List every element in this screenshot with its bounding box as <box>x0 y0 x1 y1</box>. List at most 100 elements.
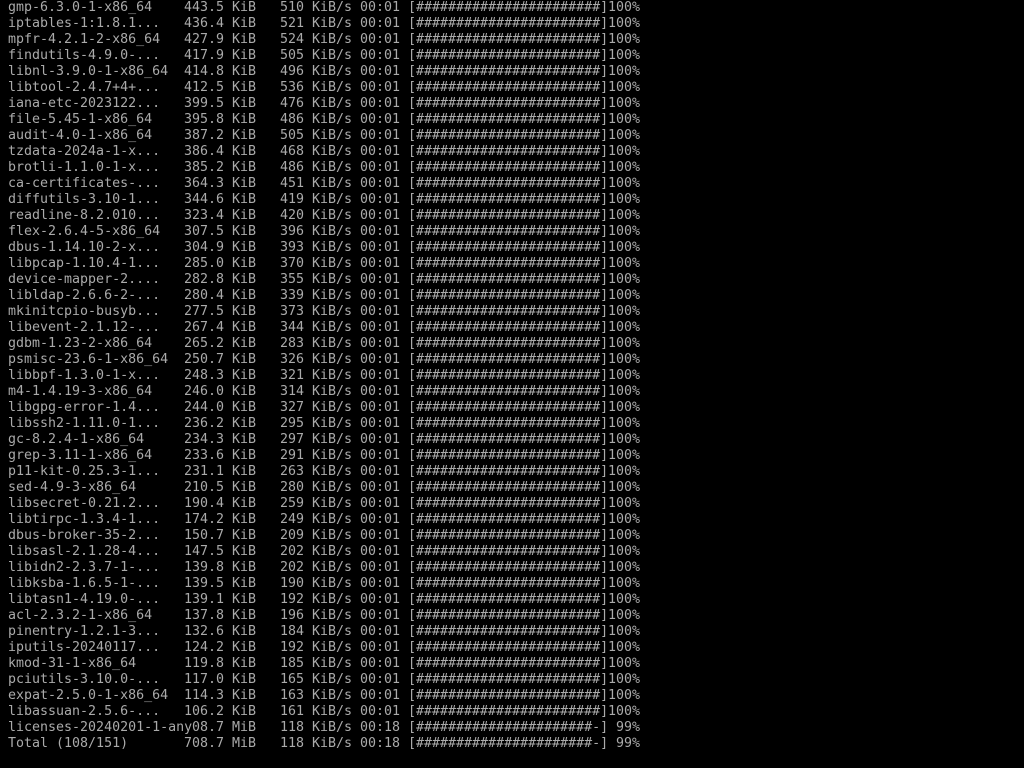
download-row: gc-8.2.4-1-x86_64 234.3 KiB 297 KiB/s 00:01… <box>0 432 660 448</box>
progress-percent: 100% <box>607 688 640 703</box>
progress-bar: [#######################] <box>408 192 609 207</box>
progress-bar: [#######################] <box>408 80 609 95</box>
progress-bar: [#######################] <box>408 432 609 447</box>
progress-percent: 100% <box>607 352 640 367</box>
download-size: 248.3 KiB <box>183 368 256 383</box>
download-speed: 196 KiB/s <box>279 608 352 623</box>
eta: 00:01 <box>360 560 401 575</box>
total-row: Total (108/151) 708.7 MiB 118 KiB/s 00:18 [#… <box>0 736 660 752</box>
package-name: libnl-3.9.0-1-x86_64 <box>8 64 169 79</box>
download-size: 399.5 KiB <box>183 96 256 111</box>
download-speed: 192 KiB/s <box>279 592 352 607</box>
progress-bar: [#######################] <box>408 272 609 287</box>
progress-percent: 100% <box>607 336 640 351</box>
progress-bar: [#######################] <box>408 336 609 351</box>
eta: 00:01 <box>360 464 401 479</box>
package-name: libtasn1-4.19.0-... <box>8 592 161 607</box>
package-name: tzdata-2024a-1-x... <box>8 144 161 159</box>
progress-percent: 100% <box>607 416 640 431</box>
progress-percent: 100% <box>607 496 640 511</box>
progress-bar: [#######################] <box>408 64 609 79</box>
download-speed: 297 KiB/s <box>279 432 352 447</box>
package-name: licenses-20240201-1-any <box>8 720 193 735</box>
progress-percent: 100% <box>607 528 640 543</box>
progress-bar: [#######################] <box>408 16 609 31</box>
progress-bar: [#######################] <box>408 592 609 607</box>
eta: 00:01 <box>360 368 401 383</box>
download-size: 250.7 KiB <box>183 352 256 367</box>
progress-bar: [######################-] <box>408 720 609 735</box>
package-name: libldap-2.6.6-2-... <box>8 288 161 303</box>
progress-percent: 100% <box>607 48 640 63</box>
download-speed: 118 KiB/s <box>279 720 352 735</box>
download-row: diffutils-3.10-1... 344.6 KiB 419 KiB/s 00:… <box>0 192 660 208</box>
download-size: 150.7 KiB <box>183 528 256 543</box>
download-speed: 259 KiB/s <box>279 496 352 511</box>
progress-percent: 100% <box>607 480 640 495</box>
download-speed: 339 KiB/s <box>279 288 352 303</box>
package-name: libtirpc-1.3.4-1... <box>8 512 161 527</box>
download-speed: 486 KiB/s <box>279 112 352 127</box>
package-name: libsecret-0.21.2... <box>8 496 161 511</box>
download-speed: 524 KiB/s <box>279 32 352 47</box>
download-size: 210.5 KiB <box>183 480 256 495</box>
eta: 00:01 <box>360 208 401 223</box>
package-name: libssh2-1.11.0-1... <box>8 416 161 431</box>
eta: 00:01 <box>360 448 401 463</box>
download-row: libldap-2.6.6-2-... 280.4 KiB 339 KiB/s 00:… <box>0 288 660 304</box>
download-size: 124.2 KiB <box>183 640 256 655</box>
progress-bar: [#######################] <box>408 672 609 687</box>
progress-percent: 100% <box>607 560 640 575</box>
download-speed: 192 KiB/s <box>279 640 352 655</box>
eta: 00:01 <box>360 480 401 495</box>
progress-percent: 100% <box>607 256 640 271</box>
download-size: 231.1 KiB <box>183 464 256 479</box>
eta: 00:01 <box>360 64 401 79</box>
progress-percent: 99% <box>615 720 640 735</box>
progress-percent: 100% <box>607 144 640 159</box>
download-size: 267.4 KiB <box>183 320 256 335</box>
download-row: ca-certificates-... 364.3 KiB 451 KiB/s 00:… <box>0 176 660 192</box>
package-name: psmisc-23.6-1-x86_64 <box>8 352 169 367</box>
progress-percent: 100% <box>607 512 640 527</box>
package-name: device-mapper-2.... <box>8 272 161 287</box>
download-row: psmisc-23.6-1-x86_64 250.7 KiB 326 KiB/s 00… <box>0 352 660 368</box>
download-speed: 486 KiB/s <box>279 160 352 175</box>
download-row: file-5.45-1-x86_64 395.8 KiB 486 KiB/s 00:0… <box>0 112 660 128</box>
download-speed: 327 KiB/s <box>279 400 352 415</box>
download-speed: 373 KiB/s <box>279 304 352 319</box>
download-speed: 161 KiB/s <box>279 704 352 719</box>
eta: 00:01 <box>360 336 401 351</box>
progress-bar: [#######################] <box>408 624 609 639</box>
download-row: grep-3.11-1-x86_64 233.6 KiB 291 KiB/s 00:0… <box>0 448 660 464</box>
progress-percent: 100% <box>607 640 640 655</box>
download-speed: 291 KiB/s <box>279 448 352 463</box>
download-row: kmod-31-1-x86_64 119.8 KiB 185 KiB/s 00:01 [… <box>0 656 660 672</box>
package-name: libksba-1.6.5-1-... <box>8 576 161 591</box>
progress-percent: 100% <box>607 672 640 687</box>
download-size: 277.5 KiB <box>183 304 256 319</box>
download-row: libgpg-error-1.4... 244.0 KiB 327 KiB/s 00:… <box>0 400 660 416</box>
download-speed: 249 KiB/s <box>279 512 352 527</box>
download-row: mpfr-4.2.1-2-x86_64 427.9 KiB 524 KiB/s 00:… <box>0 32 660 48</box>
download-speed: 521 KiB/s <box>279 16 352 31</box>
progress-bar: [#######################] <box>408 704 609 719</box>
download-size: 323.4 KiB <box>183 208 256 223</box>
download-speed: 263 KiB/s <box>279 464 352 479</box>
package-name: readline-8.2.010... <box>8 208 161 223</box>
eta: 00:01 <box>360 544 401 559</box>
progress-percent: 100% <box>607 432 640 447</box>
progress-bar: [#######################] <box>408 112 609 127</box>
eta: 00:18 <box>360 736 401 751</box>
eta: 00:01 <box>360 16 401 31</box>
download-size: 427.9 KiB <box>183 32 256 47</box>
download-speed: 326 KiB/s <box>279 352 352 367</box>
download-speed: 280 KiB/s <box>279 480 352 495</box>
download-speed: 468 KiB/s <box>279 144 352 159</box>
download-size: 139.5 KiB <box>183 576 256 591</box>
package-name: p11-kit-0.25.3-1... <box>8 464 161 479</box>
progress-percent: 100% <box>607 304 640 319</box>
progress-bar: [######################-] <box>408 736 609 751</box>
eta: 00:01 <box>360 0 401 15</box>
progress-bar: [#######################] <box>408 208 609 223</box>
